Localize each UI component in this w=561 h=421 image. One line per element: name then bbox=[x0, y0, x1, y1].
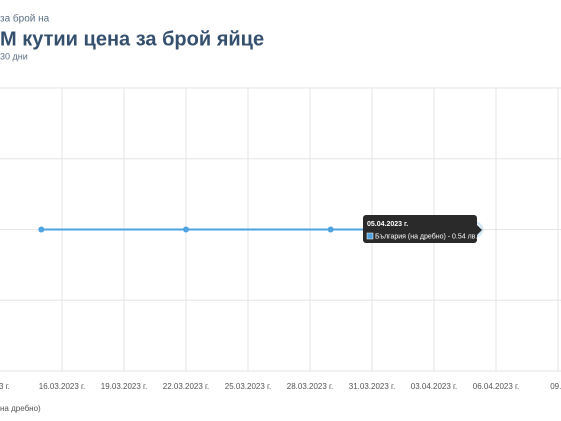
point bbox=[38, 226, 45, 233]
tooltip-arrow bbox=[477, 225, 482, 235]
x-tick-label: 19.03.2023 г. bbox=[101, 382, 147, 391]
x-tick-label: 31.03.2023 г. bbox=[349, 382, 395, 391]
chart-title: M кутии цена за брой яйце bbox=[0, 28, 264, 50]
x-tick-label: 03.04.2023 г. bbox=[411, 382, 457, 391]
tooltip-title: 05.04.2023 г. bbox=[367, 221, 408, 228]
tooltip-text: България (на дребно) - 0.54 лв. bbox=[375, 232, 477, 240]
tooltip: 05.04.2023 г. България (на дребно) - 0.5… bbox=[363, 215, 482, 243]
chart-subtitle: 30 дни bbox=[0, 51, 28, 61]
x-tick-label: 09.0 bbox=[550, 382, 561, 391]
tooltip-swatch bbox=[366, 232, 374, 240]
tooltip-box bbox=[363, 215, 477, 243]
point bbox=[327, 226, 334, 233]
x-tick-label: 16.03.2023 г. bbox=[39, 382, 85, 391]
x-tick-label: 023 г. bbox=[0, 382, 10, 391]
chart-pretitle: за брой на bbox=[0, 13, 50, 25]
x-tick-label: 22.03.2023 г. bbox=[163, 382, 209, 391]
x-tick-label: 25.03.2023 г. bbox=[225, 382, 271, 391]
x-tick-label: 06.04.2023 г. bbox=[473, 382, 519, 391]
legend-label: на дребно) bbox=[0, 404, 41, 413]
point bbox=[183, 226, 189, 233]
x-tick-label: 28.03.2023 г. bbox=[287, 382, 333, 391]
